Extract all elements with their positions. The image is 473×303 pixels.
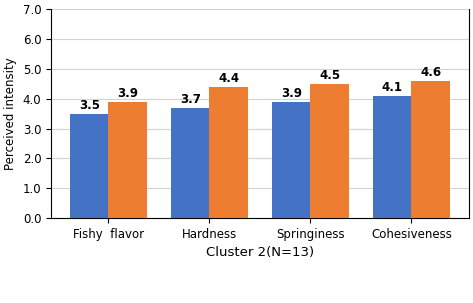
Text: 4.5: 4.5	[319, 69, 340, 82]
Bar	[373, 96, 412, 218]
Bar	[171, 108, 210, 218]
Text: 4.6: 4.6	[420, 66, 441, 79]
Y-axis label: Perceived intensity: Perceived intensity	[4, 57, 17, 170]
Text: 4.4: 4.4	[218, 72, 239, 85]
Text: 3.9: 3.9	[281, 87, 302, 100]
Bar	[412, 81, 450, 218]
Bar	[310, 84, 349, 218]
X-axis label: Cluster 2(N=13): Cluster 2(N=13)	[206, 246, 314, 259]
Bar	[70, 114, 108, 218]
Text: 4.1: 4.1	[382, 81, 403, 94]
Text: 3.9: 3.9	[117, 87, 138, 100]
Bar	[210, 87, 248, 218]
Text: 3.5: 3.5	[79, 99, 100, 112]
Bar	[272, 102, 310, 218]
Bar	[108, 102, 147, 218]
Text: 3.7: 3.7	[180, 93, 201, 106]
